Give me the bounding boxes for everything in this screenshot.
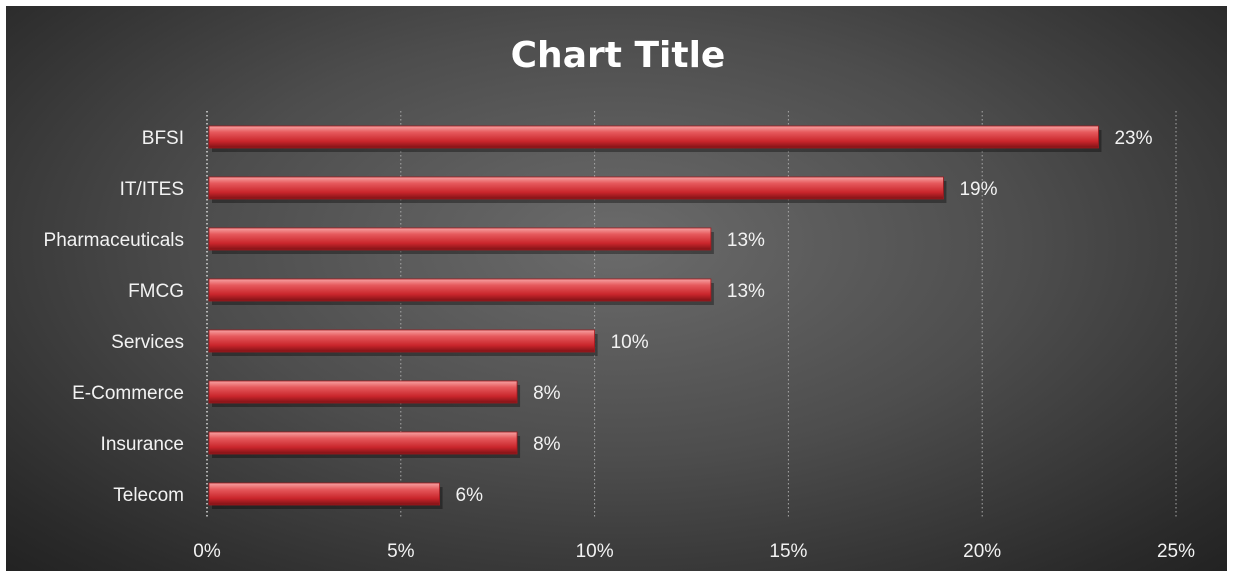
- x-tick-label: 15%: [769, 541, 807, 562]
- category-label: Services: [111, 332, 184, 353]
- x-tick-label: 25%: [1157, 541, 1195, 562]
- bars: [208, 125, 1102, 509]
- x-tick-label: 5%: [387, 541, 415, 562]
- category-label: BFSI: [142, 128, 184, 149]
- data-label: 8%: [533, 434, 561, 455]
- bar: [208, 431, 518, 455]
- data-label: 8%: [533, 383, 561, 404]
- category-label: IT/ITES: [120, 179, 184, 200]
- bar: [208, 482, 440, 506]
- data-label: 6%: [456, 485, 484, 506]
- category-label: FMCG: [128, 281, 184, 302]
- x-tick-label: 20%: [963, 541, 1001, 562]
- bar: [208, 176, 944, 200]
- data-label: 13%: [727, 281, 765, 302]
- category-label: E-Commerce: [72, 383, 184, 404]
- data-label: 10%: [611, 332, 649, 353]
- data-label: 19%: [959, 179, 997, 200]
- bar: [208, 380, 518, 404]
- category-label: Telecom: [113, 485, 184, 506]
- bar: [208, 227, 712, 251]
- bar-chart: Chart Title BFSI IT/ITES Pharmaceuticals FM…: [44, 35, 1196, 562]
- category-labels: BFSI IT/ITES Pharmaceuticals FMCG Services E-…: [44, 128, 184, 506]
- bar: [208, 278, 712, 302]
- bar: [208, 329, 596, 353]
- x-axis-tick-labels: 0% 5% 10% 15% 20% 25%: [193, 541, 1195, 562]
- data-label: 13%: [727, 230, 765, 251]
- category-label: Insurance: [101, 434, 184, 455]
- chart-frame: Chart Title BFSI IT/ITES Pharmaceuticals FM…: [6, 6, 1227, 571]
- x-tick-label: 0%: [193, 541, 221, 562]
- x-tick-label: 10%: [576, 541, 614, 562]
- bar: [208, 125, 1099, 149]
- category-label: Pharmaceuticals: [44, 230, 184, 251]
- chart-title: Chart Title: [511, 35, 726, 76]
- data-label: 23%: [1114, 128, 1152, 149]
- data-labels: 23% 19% 13% 13% 10% 8% 8% 6%: [456, 128, 1153, 506]
